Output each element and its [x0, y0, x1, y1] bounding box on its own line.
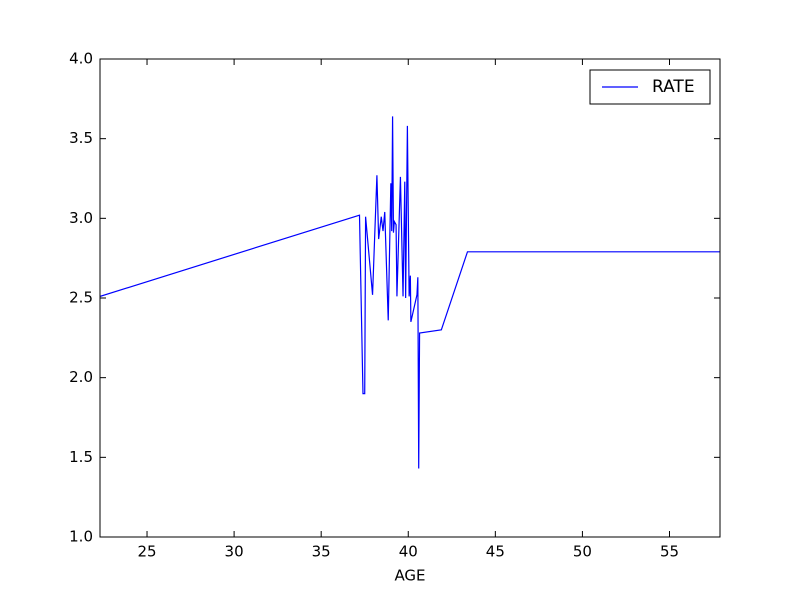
- y-tick-label: 3.0: [69, 209, 93, 227]
- y-tick-label: 1.0: [69, 528, 93, 546]
- x-axis-label: AGE: [394, 567, 425, 585]
- y-tick-label: 4.0: [69, 50, 93, 68]
- y-tick-label: 1.5: [69, 448, 93, 466]
- y-tick-label: 2.5: [69, 289, 93, 307]
- x-tick-label: 50: [573, 543, 592, 561]
- x-tick-label: 40: [399, 543, 418, 561]
- x-tick-label: 30: [225, 543, 244, 561]
- plot-frame: [99, 58, 721, 538]
- data-line: [100, 116, 720, 469]
- x-tick-label: 45: [486, 543, 505, 561]
- x-tick-label: 25: [137, 543, 156, 561]
- y-tick-label: 2.0: [69, 368, 93, 386]
- x-tick-label: 35: [312, 543, 331, 561]
- legend-label: RATE: [652, 77, 695, 97]
- y-tick-label: 3.5: [69, 129, 93, 147]
- x-tick-label: 55: [660, 543, 679, 561]
